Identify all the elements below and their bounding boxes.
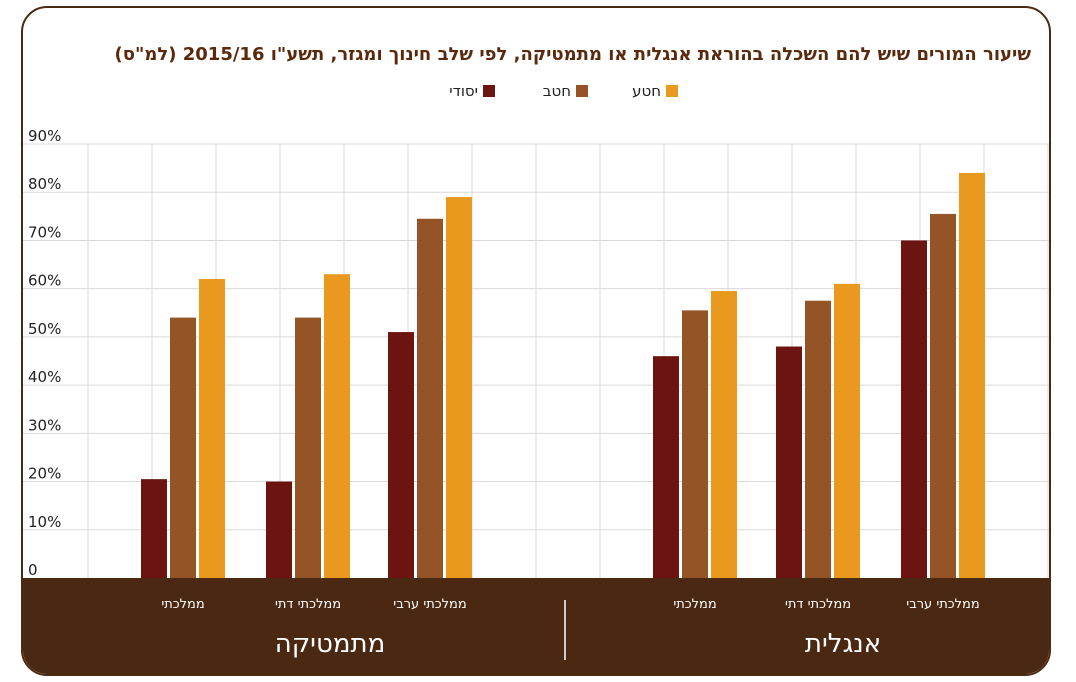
category-label: ממלכתי דתי: [785, 597, 851, 612]
bar: [417, 218, 443, 578]
legend-label: חטע: [632, 82, 661, 100]
chart-title: שיעור המורים שיש להם השכלה בהוראת אנגלית…: [115, 44, 1032, 65]
bar: [266, 481, 292, 578]
y-tick-label: 30%: [28, 416, 61, 434]
bar: [199, 279, 225, 578]
legend-swatch: [666, 85, 678, 97]
y-tick-label: 70%: [28, 223, 61, 241]
chart-svg: 0 10% 20% 30% 40% 50% 60% 70% 80% 90% שיעור המורים…: [23, 44, 1049, 674]
legend-label: חטב: [543, 82, 571, 100]
y-tick-label: 10%: [28, 513, 61, 531]
bar: [682, 310, 708, 578]
y-tick-label: 50%: [28, 320, 61, 338]
bar: [930, 213, 956, 578]
y-tick-label: 60%: [28, 272, 61, 290]
bar: [959, 172, 985, 578]
y-tick-label: 20%: [28, 465, 61, 483]
y-tick-label: 90%: [28, 127, 61, 145]
category-label: ממלכתי: [161, 597, 204, 612]
bar: [834, 283, 860, 578]
category-label: ממלכתי: [673, 597, 716, 612]
group-label: אנגלית: [805, 629, 881, 659]
chart-frame: 0 10% 20% 30% 40% 50% 60% 70% 80% 90% שיעור המורים…: [21, 6, 1051, 676]
bar: [388, 332, 414, 578]
category-footer: [23, 578, 1049, 674]
legend-label: יסודי: [449, 82, 478, 100]
category-label: ממלכתי ערבי: [393, 597, 466, 612]
bar: [446, 197, 472, 579]
category-label: ממלכתי ערבי: [906, 597, 979, 612]
legend-swatch: [576, 85, 588, 97]
bar: [805, 300, 831, 578]
bar: [170, 317, 196, 578]
bar: [324, 274, 350, 578]
bar: [901, 240, 927, 578]
bar: [653, 356, 679, 578]
bar: [776, 346, 802, 578]
y-tick-label: 0: [28, 561, 38, 579]
bar: [295, 317, 321, 578]
bar: [711, 291, 737, 578]
legend-swatch: [483, 85, 495, 97]
y-tick-label: 40%: [28, 368, 61, 386]
bar: [141, 479, 167, 578]
group-label: מתמטיקה: [275, 629, 386, 659]
y-tick-label: 80%: [28, 175, 61, 193]
category-label: ממלכתי דתי: [275, 597, 341, 612]
